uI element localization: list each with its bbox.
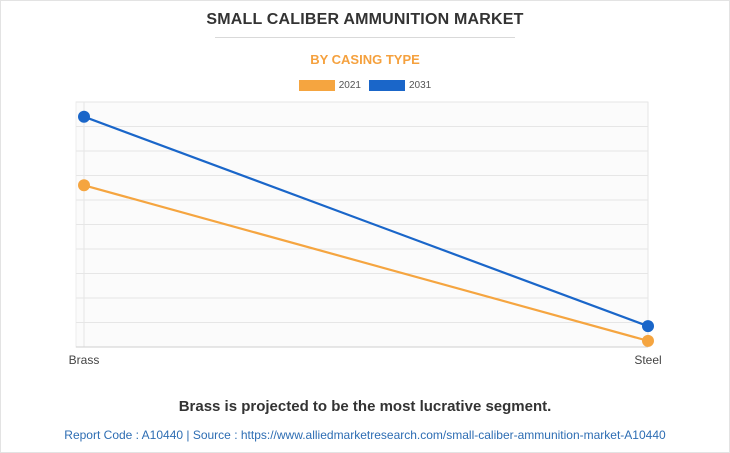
title-divider [215, 37, 515, 38]
legend-swatch-2031 [369, 80, 405, 91]
x-tick-label-steel: Steel [634, 353, 661, 367]
report-source-line[interactable]: Report Code : A10440 | Source : https://… [64, 428, 666, 442]
data-point-2021-steel [642, 334, 654, 347]
legend-label-2031: 2031 [409, 80, 432, 91]
series [78, 110, 654, 347]
series-line-2021 [83, 184, 649, 342]
chart-title: SMALL CALIBER AMMUNITION MARKET [206, 11, 524, 28]
grid [75, 101, 649, 348]
chart-subtitle: BY CASING TYPE [310, 52, 420, 67]
series-line-2031 [83, 115, 649, 328]
legend-item-2031[interactable]: 2031 [369, 80, 431, 91]
legend-label-2021: 2021 [338, 80, 361, 91]
legend-swatch-2021 [298, 80, 335, 91]
data-point-2031-brass [78, 110, 90, 123]
x-tick-labels: Brass Steel [69, 353, 662, 367]
data-point-2031-steel [642, 320, 654, 333]
legend: 2021 2031 [0, 80, 730, 91]
footer-note: Brass is projected to be the most lucrat… [178, 398, 552, 415]
legend-item-2021[interactable]: 2021 [298, 80, 361, 91]
x-tick-label-brass: Brass [69, 353, 100, 367]
data-point-2021-brass [78, 179, 90, 192]
